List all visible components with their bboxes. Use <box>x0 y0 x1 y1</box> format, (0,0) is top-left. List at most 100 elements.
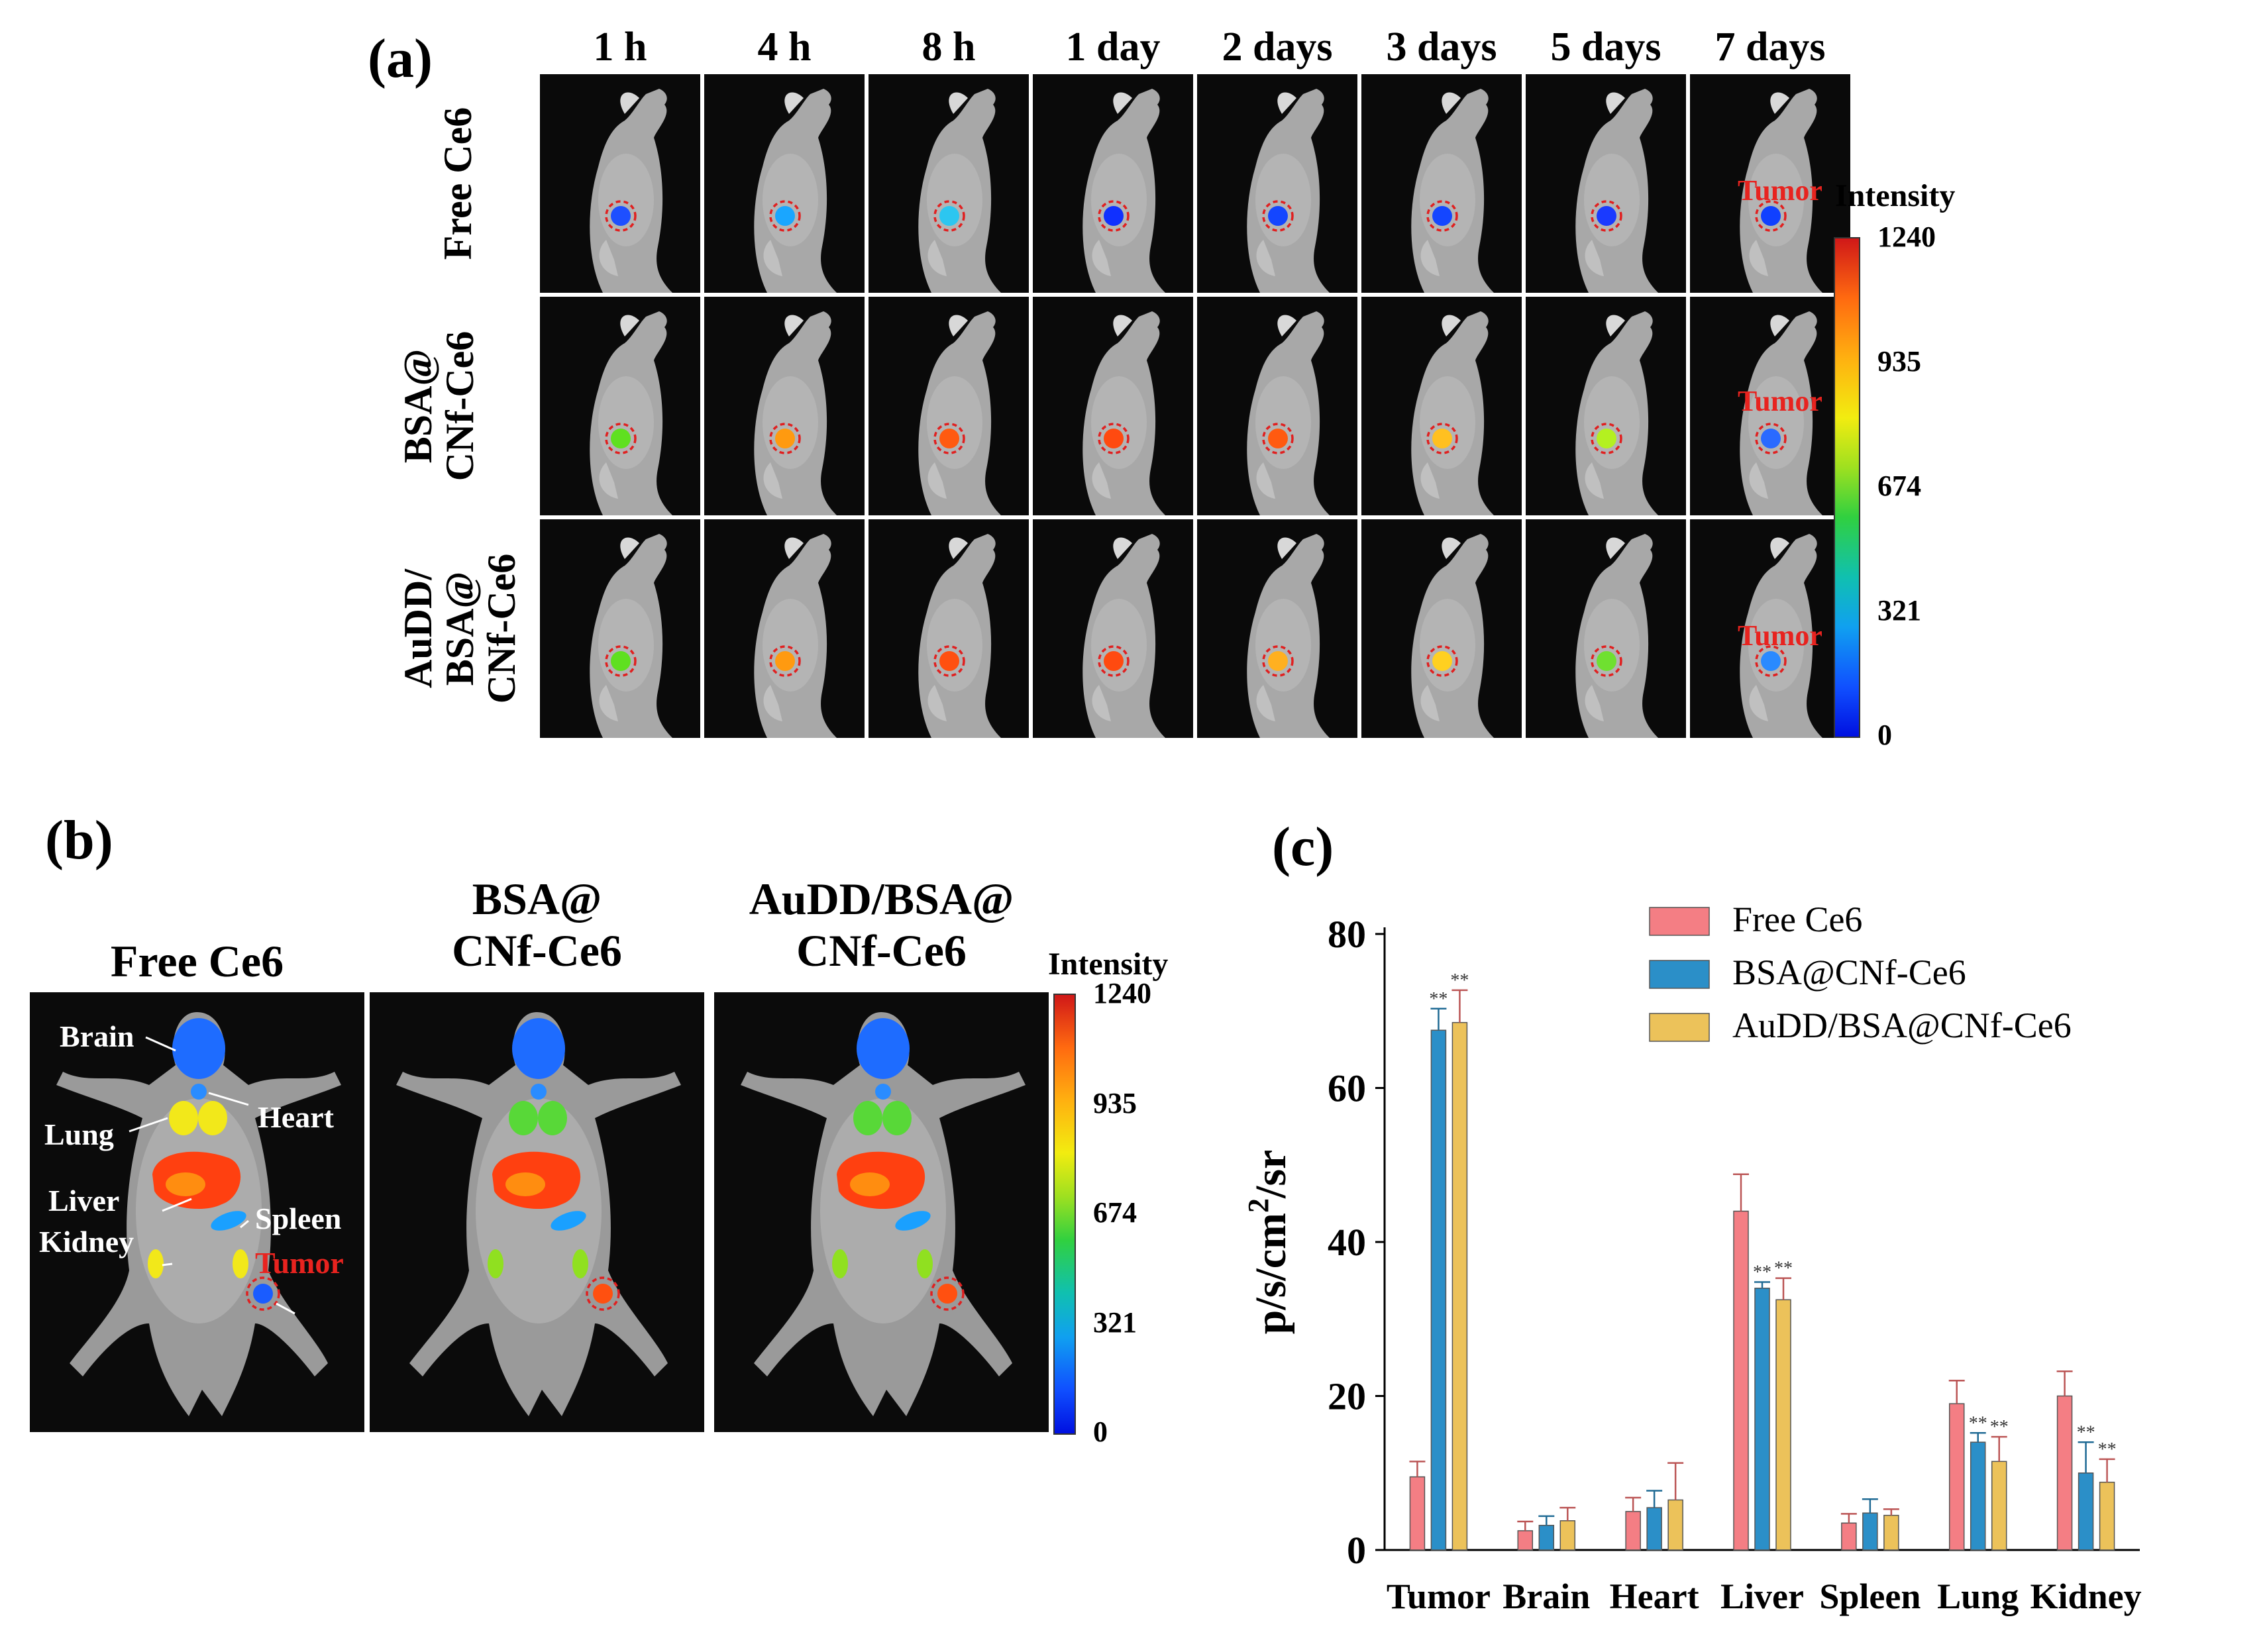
tumor-label: Tumor <box>1738 619 1822 652</box>
mouse-silhouette <box>1575 89 1658 293</box>
mouse-silhouette <box>1247 311 1330 515</box>
panel-b-title-line: BSA@ <box>472 874 602 924</box>
tumor-circle <box>1755 423 1787 454</box>
imaging-cell <box>704 519 865 738</box>
imaging-cell <box>1526 297 1686 515</box>
colorbar-tick: 321 <box>1877 594 1921 627</box>
bar <box>1883 1514 1899 1551</box>
significance-mark: ** <box>1429 989 1448 1009</box>
mouse-silhouette <box>1740 534 1822 738</box>
panel-b-title-line: AuDD/BSA@ <box>749 874 1014 924</box>
mouse-body <box>741 1012 1026 1416</box>
tumor-label: Tumor <box>1738 174 1822 207</box>
mouse-silhouette <box>754 311 837 515</box>
tumor-circle <box>769 200 801 232</box>
imaging-cell <box>704 74 865 293</box>
bar <box>1754 1288 1770 1551</box>
bar <box>2056 1395 2073 1551</box>
mouse-silhouette <box>1082 89 1165 293</box>
fluorescence-spot <box>939 651 959 671</box>
fluorescence-spot <box>775 206 795 226</box>
bar <box>1409 1476 1426 1551</box>
x-tick-label: Liver <box>1720 1576 1804 1616</box>
tumor-circle <box>769 645 801 677</box>
time-label: 5 days <box>1550 25 1661 70</box>
bar <box>1862 1512 1878 1551</box>
time-label: 1 day <box>1065 25 1161 70</box>
imaging-cell <box>869 74 1029 293</box>
bar <box>1667 1499 1683 1551</box>
tumor-circle <box>769 423 801 454</box>
tumor-circle <box>933 200 965 232</box>
tumor-label: Tumor <box>1738 385 1822 417</box>
mouse-silhouette <box>1411 534 1494 738</box>
lung-signal <box>538 1101 567 1135</box>
fluorescence-spot <box>1268 206 1288 226</box>
mouse-silhouette <box>918 534 1001 738</box>
tumor-circle <box>1426 200 1458 232</box>
imaging-cell <box>1361 519 1522 738</box>
legend-swatch <box>1649 907 1710 936</box>
bar <box>1948 1403 1965 1551</box>
tumor-circle <box>1426 423 1458 454</box>
fluorescence-spot <box>1761 206 1781 226</box>
y-axis-label: p/s/cm2/sr <box>1242 1150 1295 1335</box>
tumor-signal <box>937 1284 957 1304</box>
mouse-silhouette <box>1247 89 1330 293</box>
imaging-cell <box>1197 297 1357 515</box>
tumor-circle <box>605 423 637 454</box>
imaging-cell <box>1361 297 1522 515</box>
bar <box>2099 1481 2115 1551</box>
time-label: 8 h <box>922 25 976 70</box>
significance-mark: ** <box>1753 1262 1771 1282</box>
mouse-silhouette <box>1411 89 1494 293</box>
kidney-signal <box>233 1249 248 1278</box>
colorbar-a <box>1834 237 1860 738</box>
fluorescence-spot <box>775 651 795 671</box>
significance-mark: ** <box>1969 1413 1987 1433</box>
tumor-circle <box>605 200 637 232</box>
panel-b-title: Free Ce6 <box>30 935 364 987</box>
colorbar-tick: 935 <box>1877 345 1921 378</box>
y-tick-label: 60 <box>1328 1067 1366 1110</box>
mouse-silhouette <box>918 311 1001 515</box>
annotation-arrow <box>129 1117 168 1133</box>
fluorescence-spot <box>1104 206 1124 226</box>
organ-label-lung: Lung <box>44 1117 114 1151</box>
mouse-silhouette <box>590 534 672 738</box>
brain-signal <box>512 1018 565 1079</box>
tumor-circle <box>1591 200 1622 232</box>
imaging-cell <box>704 297 865 515</box>
tumor-circle <box>586 1276 620 1311</box>
mouse-silhouette <box>918 89 1001 293</box>
mouse-silhouette <box>1740 311 1822 515</box>
bar <box>2078 1472 2094 1551</box>
mouse-silhouette <box>1740 89 1822 293</box>
panel-b-title-line: CNf-Ce6 <box>452 925 622 976</box>
x-tick-label: Kidney <box>2030 1576 2142 1616</box>
lung-signal <box>169 1101 198 1135</box>
mouse-silhouette <box>590 89 672 293</box>
fluorescence-spot <box>1597 429 1616 448</box>
mouse-silhouette <box>1575 311 1658 515</box>
fluorescence-spot <box>1761 429 1781 448</box>
colorbar-tick: 1240 <box>1093 977 1151 1009</box>
panel-b-title-line: Free Ce6 <box>110 936 284 986</box>
annotation-arrow <box>240 1219 249 1229</box>
imaging-cell <box>1197 74 1357 293</box>
organ-panel <box>370 992 704 1432</box>
imaging-cell <box>869 297 1029 515</box>
fluorescence-spot <box>611 206 631 226</box>
imaging-cell <box>1033 74 1193 293</box>
row-label-line: BSA@ <box>438 571 482 686</box>
time-label: 2 days <box>1222 25 1333 70</box>
time-label: 1 h <box>593 25 647 70</box>
brain-signal <box>857 1018 910 1079</box>
organ-label-liver: Liver <box>48 1184 120 1217</box>
row-label-line: AuDD/ <box>396 568 440 689</box>
tumor-circle <box>930 1276 965 1311</box>
mouse-body <box>396 1012 681 1416</box>
kidney-signal <box>832 1249 848 1278</box>
bar <box>1517 1530 1534 1551</box>
tumor-circle <box>1591 645 1622 677</box>
